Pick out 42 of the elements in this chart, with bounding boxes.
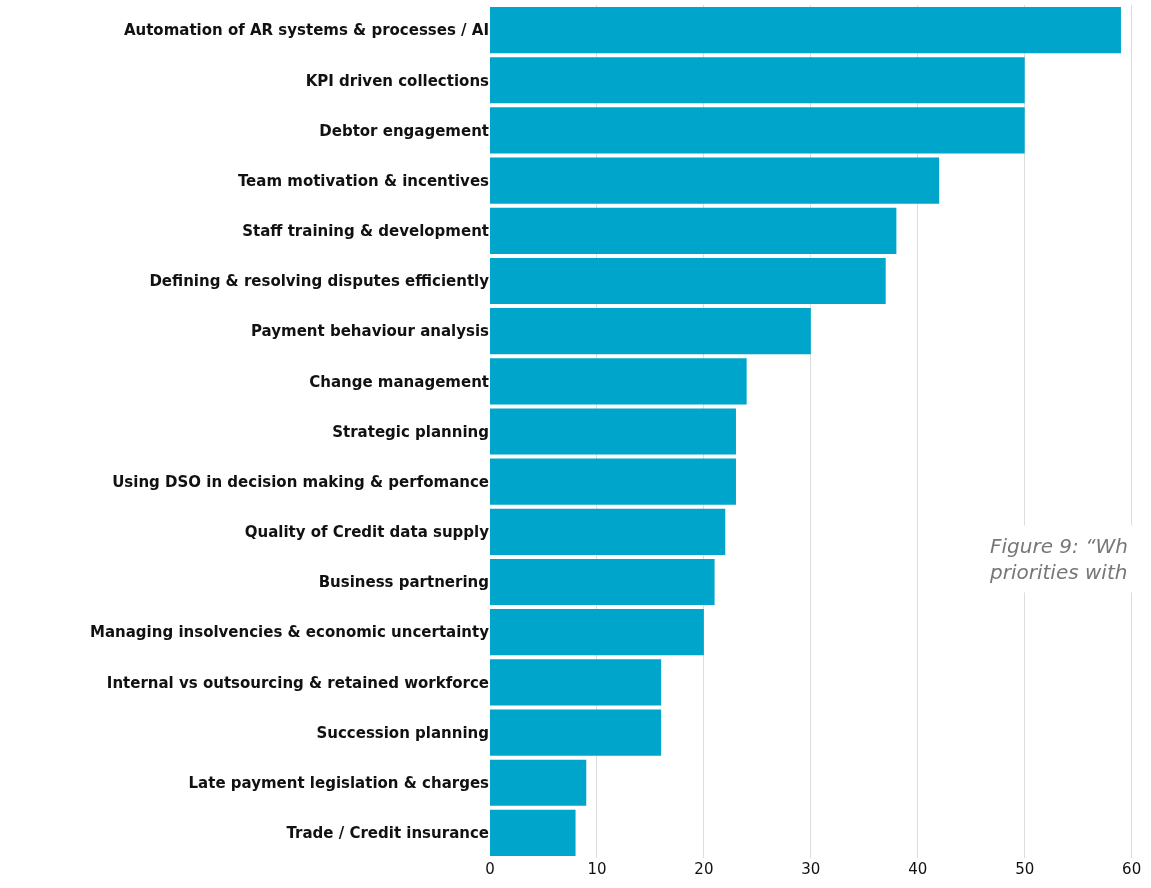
bar: [490, 408, 736, 455]
y-tick-label: Using DSO in decision making & perfomance: [112, 472, 489, 491]
bar: [490, 308, 811, 355]
bar: [490, 458, 736, 505]
bar: [490, 107, 1025, 154]
y-tick-label: Staff training & development: [242, 222, 489, 241]
y-tick-label: Automation of AR systems & processes / AI: [123, 21, 489, 40]
y-tick-label: Strategic planning: [332, 422, 489, 441]
y-tick-label: Succession planning: [316, 723, 489, 742]
x-tick-label: 40: [908, 860, 928, 878]
bar: [490, 7, 1121, 54]
bar: [490, 759, 587, 806]
x-tick-label: 20: [694, 860, 714, 878]
y-tick-label: Team motivation & incentives: [237, 171, 490, 190]
bar: [490, 257, 886, 305]
bar: [490, 508, 726, 555]
y-tick-label: Debtor engagement: [319, 121, 489, 140]
bar: [490, 609, 704, 656]
bar: [490, 659, 662, 706]
annotation: Figure 9: “Wh priorities with: [989, 534, 1128, 584]
y-tick-label: Trade / Credit insurance: [286, 824, 489, 843]
bar: [490, 809, 576, 856]
y-tick-label: Late payment legislation & charges: [188, 773, 490, 792]
y-tick-label: Managing insolvencies & economic uncertainty: [90, 623, 490, 642]
y-tick-label: Internal vs outsourcing & retained workforce: [106, 673, 489, 692]
x-tick-label: 10: [587, 860, 607, 878]
y-tick-label: KPI driven collections: [305, 71, 490, 90]
bar: [490, 558, 715, 606]
bar: [490, 709, 662, 756]
x-tick-label: 60: [1122, 860, 1142, 878]
x-tick-label: 0: [485, 860, 495, 878]
y-tick-label: Business partnering: [318, 573, 489, 592]
x-tick-label: 50: [1015, 860, 1035, 878]
x-tick-label: 30: [801, 860, 821, 878]
bar: [490, 358, 747, 405]
y-tick-label: Defining & resolving disputes efficiently: [149, 272, 490, 291]
y-tick-label: Quality of Credit data supply: [244, 523, 490, 542]
bar: [490, 207, 897, 254]
bar: [490, 57, 1025, 104]
bar: [490, 157, 940, 204]
y-tick-label: Payment behaviour analysis: [251, 322, 490, 341]
y-tick-label: Change management: [309, 372, 489, 391]
